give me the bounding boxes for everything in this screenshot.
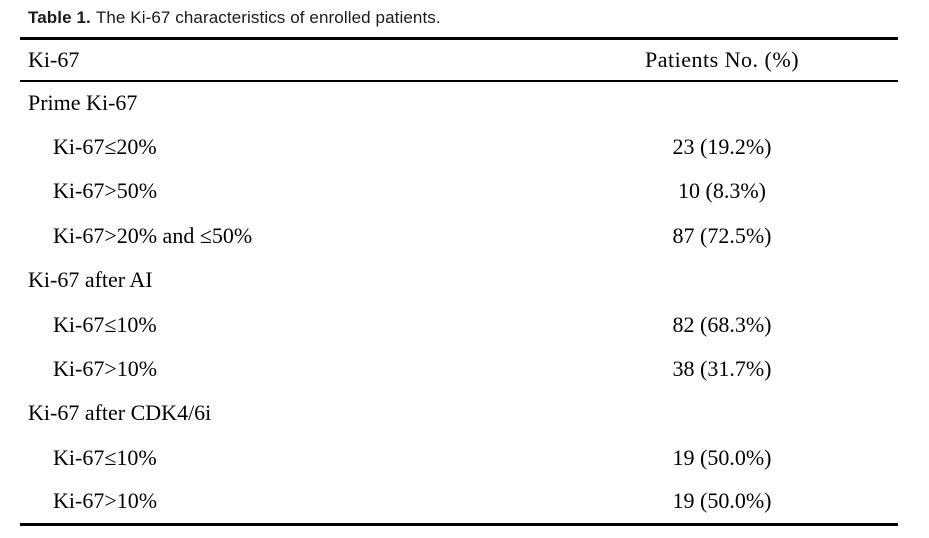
row-label: Ki-67>10% [53, 356, 158, 382]
row-value: 82 (68.3%) [672, 311, 772, 337]
row-label: Ki-67 after AI [28, 267, 153, 293]
row-value: 23 (19.2%) [672, 134, 772, 160]
table-row: Ki-67>50% 10 (8.3%) [20, 169, 898, 213]
table-row: Ki-67≤20% 23 (19.2%) [20, 125, 898, 169]
table-head: Ki-67 Patients No. (%) [20, 39, 898, 81]
table-row: Ki-67>10% 38 (31.7%) [20, 347, 898, 391]
row-value: 19 (50.0%) [672, 488, 772, 514]
row-label: Ki-67≤10% [53, 444, 157, 470]
table-caption-text: The Ki-67 characteristics of enrolled pa… [95, 8, 441, 27]
row-label: Ki-67≤10% [53, 311, 157, 337]
row-label: Ki-67>20% and ≤50% [53, 222, 253, 248]
table-row: Ki-67>20% and ≤50% 87 (72.5%) [20, 214, 898, 258]
row-value [546, 81, 898, 125]
ki67-characteristics-table: Ki-67 Patients No. (%) Prime Ki-67 Ki-67… [20, 37, 898, 526]
table-header-row: Ki-67 Patients No. (%) [20, 39, 898, 81]
table-body: Prime Ki-67 Ki-67≤20% 23 (19.2%) Ki-67>5… [20, 81, 898, 525]
row-value [546, 258, 898, 302]
row-label: Ki-67>50% [53, 178, 158, 204]
row-label: Ki-67>10% [53, 488, 158, 514]
table-row-group-ki67-after-ai: Ki-67 after AI [20, 258, 898, 302]
table-row: Ki-67>10% 19 (50.0%) [20, 480, 898, 524]
row-label: Ki-67≤20% [53, 134, 157, 160]
row-label: Prime Ki-67 [28, 90, 138, 116]
column-header-patients-no: Patients No. (%) [644, 46, 800, 72]
row-value: 87 (72.5%) [672, 222, 772, 248]
row-label: Ki-67 after CDK4/6i [28, 400, 212, 426]
table-row: Ki-67≤10% 82 (68.3%) [20, 302, 898, 346]
column-header-ki67: Ki-67 [28, 46, 80, 72]
row-value: 19 (50.0%) [672, 444, 772, 470]
table-row: Ki-67≤10% 19 (50.0%) [20, 436, 898, 480]
row-value: 38 (31.7%) [672, 356, 772, 382]
table-caption: Table 1. The Ki-67 characteristics of enr… [0, 0, 929, 37]
table-row-group-ki67-after-cdk46i: Ki-67 after CDK4/6i [20, 391, 898, 435]
table-row-group-prime-ki67: Prime Ki-67 [20, 81, 898, 125]
row-value: 10 (8.3%) [678, 178, 766, 204]
table-caption-number: Table 1. [28, 8, 91, 27]
row-value [546, 391, 898, 435]
